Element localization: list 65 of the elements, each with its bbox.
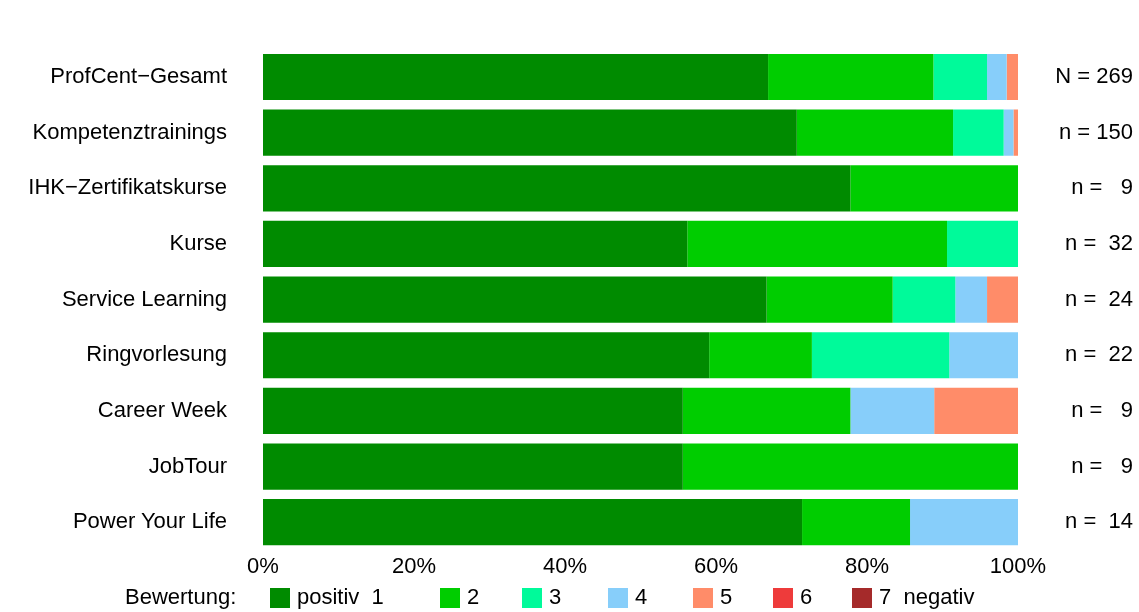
- bar: [263, 53, 769, 101]
- legend-label: 3: [549, 584, 562, 610]
- bar: [1006, 53, 1018, 101]
- text: n = 32: [1065, 230, 1133, 256]
- bar: [802, 499, 911, 546]
- bar: [263, 276, 767, 323]
- bar: [766, 276, 893, 323]
- bar: [1013, 109, 1018, 156]
- legend-label: positiv 1: [297, 584, 384, 610]
- bar: [850, 165, 1018, 212]
- legend-label: 6: [800, 584, 813, 610]
- bar: [263, 387, 683, 434]
- text: n = 24: [1065, 285, 1133, 311]
- y-tick-label: Service Learning: [61, 285, 227, 311]
- text: n = 14: [1065, 508, 1133, 534]
- y-tick-label: ProfCent−Gesamt: [50, 63, 227, 89]
- y-tick-label: Ringvorlesung: [86, 341, 227, 367]
- bar: [682, 387, 851, 434]
- y-tick-label: Kompetenztrainings: [32, 118, 227, 144]
- bar: [947, 220, 1018, 268]
- x-tick-label: 0%: [247, 553, 279, 579]
- bar: [1003, 109, 1014, 156]
- text: n = 150: [1058, 118, 1133, 144]
- bar: [910, 499, 1018, 546]
- bar: [687, 220, 948, 268]
- x-tick-label: 60%: [693, 553, 739, 579]
- text: n = 9: [1071, 396, 1133, 422]
- y-tick-label: Career Week: [97, 396, 228, 422]
- bar: [709, 332, 812, 379]
- legend-label: 5: [720, 584, 733, 610]
- legend-title: Bewertung:: [125, 584, 237, 610]
- bar: [768, 53, 934, 101]
- bar: [263, 220, 688, 268]
- x-tick-label: 20%: [391, 553, 437, 579]
- x-tick-label: 80%: [844, 553, 890, 579]
- x-tick-label: 100%: [989, 553, 1047, 579]
- bar: [850, 387, 935, 434]
- legend-label: 2: [467, 584, 480, 610]
- bar: [955, 276, 988, 323]
- y-tick-label: Power Your Life: [72, 508, 227, 534]
- bar: [811, 332, 950, 379]
- bar: [892, 276, 956, 323]
- bar: [263, 165, 851, 212]
- y-tick-label: Kurse: [169, 230, 227, 256]
- text: n = 22: [1065, 341, 1133, 367]
- bar: [263, 499, 803, 546]
- bar: [953, 109, 1004, 156]
- legend-label: 4: [635, 584, 648, 610]
- text: N = 269: [1055, 63, 1133, 89]
- bar: [263, 109, 797, 156]
- bar: [949, 332, 1018, 379]
- bar: [934, 387, 1018, 434]
- y-tick-label: JobTour: [148, 452, 227, 478]
- text: n = 9: [1071, 174, 1133, 200]
- text: n = 9: [1071, 452, 1133, 478]
- y-tick-label: IHK−Zertifikatskurse: [28, 174, 227, 200]
- bar: [933, 53, 988, 101]
- bar: [987, 276, 1018, 323]
- x-tick-label: 40%: [542, 553, 588, 579]
- bar: [263, 332, 710, 379]
- bar: [796, 109, 954, 156]
- bar: [987, 53, 1007, 101]
- legend-label: 7 negativ: [879, 584, 975, 610]
- bar: [263, 443, 683, 490]
- bar: [682, 443, 1018, 490]
